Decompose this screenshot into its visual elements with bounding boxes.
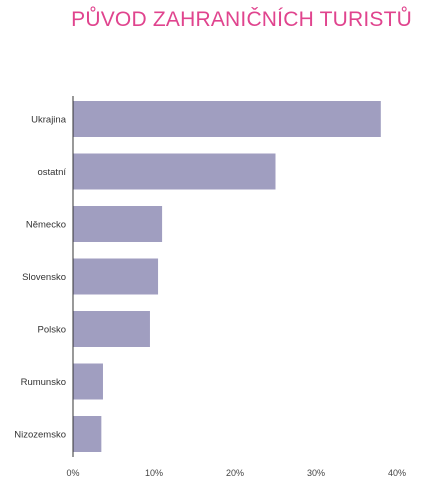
x-tick-label: 20% [226, 468, 244, 478]
bar-slovensko [73, 258, 159, 295]
category-label: Slovensko [22, 272, 66, 283]
category-label: Rumunsko [21, 377, 66, 388]
x-tick-label: 40% [388, 468, 406, 478]
category-labels: Ukrajina ostatní Německo Slovensko Polsko Rum… [14, 115, 66, 441]
x-tick-labels: 0% 10% 20% 30% 40% [66, 468, 406, 478]
category-label: ostatní [37, 167, 66, 178]
bar-ostatní [73, 153, 276, 190]
bar-rumunsko [73, 363, 103, 400]
bar-německo [73, 206, 163, 242]
bars-group [73, 101, 381, 452]
bar-ukrajina [73, 101, 381, 137]
bar-polsko [73, 311, 150, 347]
bar-nizozemsko [73, 416, 102, 452]
chart-title: PŮVOD ZAHRANIČNÍCH TURISTŮ [71, 8, 412, 31]
category-label: Nizozemsko [14, 430, 66, 441]
category-label: Německo [26, 220, 66, 231]
category-label: Ukrajina [31, 115, 67, 126]
x-tick-label: 0% [66, 468, 79, 478]
x-tick-label: 30% [307, 468, 325, 478]
category-label: Polsko [37, 325, 66, 336]
x-tick-label: 10% [145, 468, 163, 478]
